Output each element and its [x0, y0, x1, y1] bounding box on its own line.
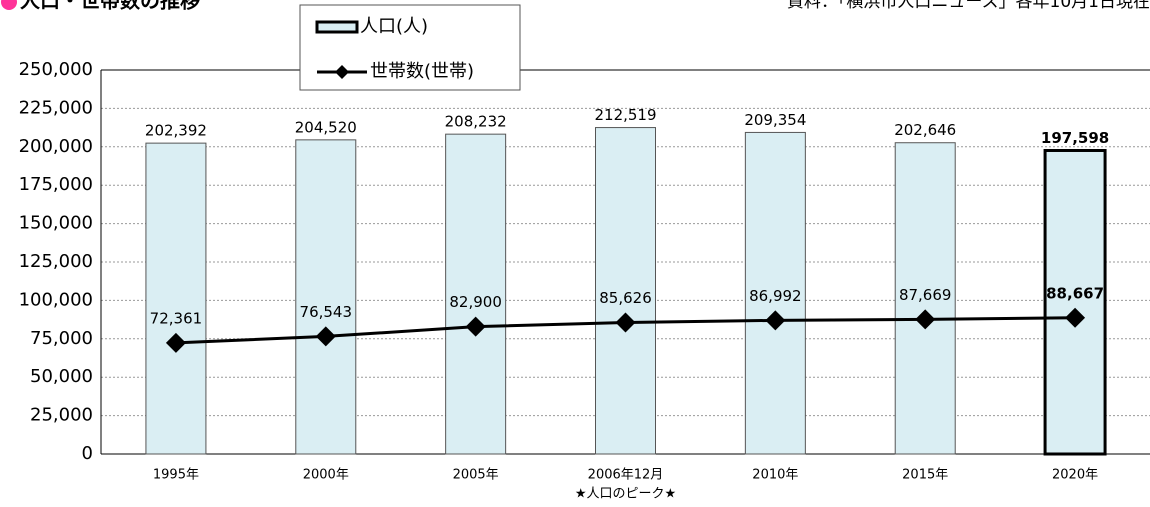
- marker: [615, 312, 636, 333]
- legend-label: 人口(人): [360, 16, 428, 37]
- marker: [765, 310, 786, 331]
- bar: [744, 131, 806, 455]
- x-tick-label: 2000年: [303, 468, 349, 483]
- bar: [145, 142, 207, 455]
- x-tick-label: 1995年: [153, 468, 199, 483]
- line-value-label: 88,667: [1046, 284, 1104, 302]
- bar: [595, 127, 656, 455]
- y-tick-label: 250,000: [19, 59, 93, 80]
- y-tick-label: 150,000: [19, 213, 93, 234]
- marker: [465, 316, 486, 337]
- bar-value-label: 208,232: [445, 113, 507, 131]
- y-tick-label: 200,000: [19, 136, 93, 157]
- annotation: ★人口のピーク★: [575, 487, 676, 502]
- bar-value-label: 212,519: [594, 106, 656, 124]
- bar: [295, 139, 357, 455]
- chart-title: 人口・世帯数の推移: [20, 0, 200, 13]
- line-value-label: 86,992: [749, 287, 802, 305]
- y-tick-label: 100,000: [19, 289, 93, 310]
- bar-value-label: 202,392: [145, 122, 207, 140]
- y-tick-label: 225,000: [19, 97, 93, 118]
- line-value-label: 87,669: [899, 286, 952, 304]
- y-tick-label: 75,000: [30, 328, 93, 349]
- bar: [1043, 148, 1107, 456]
- y-tick-label: 175,000: [19, 174, 93, 195]
- bar: [445, 133, 507, 455]
- line-value-label: 85,626: [599, 289, 652, 307]
- legend-label: 世帯数(世帯): [370, 61, 474, 82]
- x-tick-label: 2005年: [453, 468, 499, 483]
- x-tick-label: 2015年: [902, 468, 948, 483]
- line-value-label: 72,361: [150, 309, 203, 327]
- y-tick-label: 0: [82, 443, 93, 464]
- line-value-label: 82,900: [449, 293, 502, 311]
- legend-marker: [335, 65, 349, 79]
- bar-value-label: 209,354: [744, 111, 806, 129]
- y-tick-label: 25,000: [30, 405, 93, 426]
- title-dot: [1, 0, 17, 10]
- marker: [315, 326, 336, 347]
- x-tick-label: 2010年: [752, 468, 798, 483]
- bar: [894, 142, 956, 455]
- line-value-label: 76,543: [300, 303, 353, 321]
- legend-swatch: [315, 20, 359, 34]
- y-tick-label: 50,000: [30, 366, 93, 387]
- x-tick-label: 2020年: [1052, 468, 1098, 483]
- source-note: 資料：「横浜市人口ニュース」各年10月1日現在: [787, 0, 1150, 12]
- legend-box: [299, 4, 521, 91]
- x-tick-label: 2006年12月: [588, 468, 664, 483]
- bar-value-label: 202,646: [894, 121, 956, 139]
- marker: [915, 309, 936, 330]
- marker: [1065, 307, 1086, 328]
- bar-value-label: 204,520: [295, 118, 357, 136]
- marker: [165, 332, 186, 353]
- y-tick-label: 125,000: [19, 251, 93, 272]
- bar-value-label: 197,598: [1041, 129, 1109, 147]
